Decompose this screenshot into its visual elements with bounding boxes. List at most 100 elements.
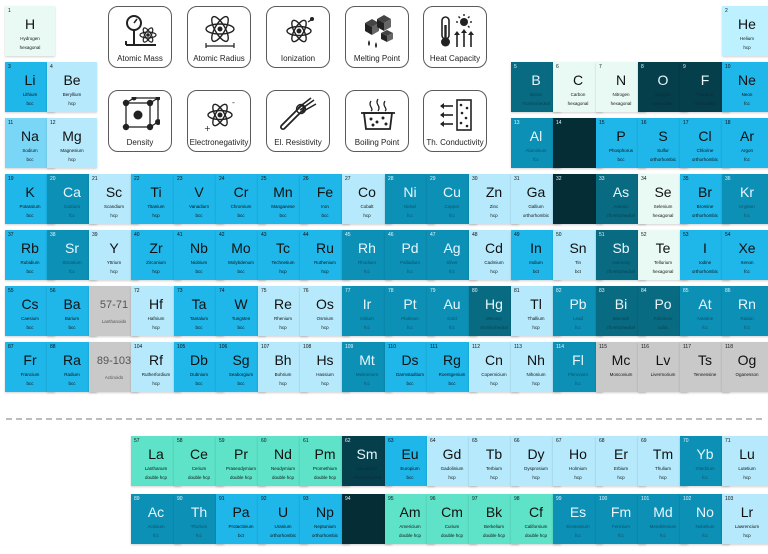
element-cell-cs[interactable]: 55 Cs Caesium bcc: [5, 286, 55, 336]
element-cell-nb[interactable]: 41 Nb Niobium bcc: [174, 230, 224, 280]
element-cell-y[interactable]: 39 Y Yttrium hcp: [89, 230, 139, 280]
element-cell-32[interactable]: 32: [553, 174, 603, 224]
element-cell-cu[interactable]: 29 Cu Copper fcc: [427, 174, 477, 224]
element-cell-nd[interactable]: 60 Nd Neodymium double hcp: [258, 436, 308, 486]
element-cell-in[interactable]: 49 In Indium bct: [511, 230, 561, 280]
element-cell-94[interactable]: 94: [342, 494, 392, 544]
element-cell-ho[interactable]: 67 Ho Holmium hcp: [553, 436, 603, 486]
element-cell-be[interactable]: 4 Be Beryllium hcp: [47, 62, 97, 112]
element-cell-sm[interactable]: 62 Sm Samarium rhombohedral: [342, 436, 392, 486]
element-cell-zn[interactable]: 30 Zn Zinc hcp: [469, 174, 519, 224]
element-cell-rn[interactable]: 86 Rn Radon fcc: [722, 286, 768, 336]
element-cell-fr[interactable]: 87 Fr Francium bcc: [5, 342, 55, 392]
element-cell-la[interactable]: 57 La Lanthanum double hcp: [131, 436, 181, 486]
property-button-melting-point[interactable]: Melting Point: [345, 6, 409, 68]
element-cell-po[interactable]: 84 Po Polonium cubic: [638, 286, 688, 336]
element-cell-ac[interactable]: 89 Ac Actinium fcc: [131, 494, 181, 544]
element-cell-ag[interactable]: 47 Ag Silver fcc: [427, 230, 477, 280]
element-cell-es[interactable]: 99 Es Einsteinium fcc: [553, 494, 603, 544]
element-cell-pr[interactable]: 59 Pr Praseodymium double hcp: [216, 436, 266, 486]
element-cell-sg[interactable]: 106 Sg Seaborgium bcc: [216, 342, 266, 392]
element-cell-ce[interactable]: 58 Ce Cerium double hcp: [174, 436, 224, 486]
element-cell-i[interactable]: 53 I Iodine orthorhombic: [680, 230, 730, 280]
property-button-heat-capacity[interactable]: Heat Capacity: [423, 6, 487, 68]
element-cell-hf[interactable]: 72 Hf Hafnium hcp: [131, 286, 181, 336]
element-cell-cr[interactable]: 24 Cr Chromium bcc: [216, 174, 266, 224]
element-cell-cm[interactable]: 96 Cm Curium double hcp: [427, 494, 477, 544]
element-cell-ga[interactable]: 31 Ga Gallium orthorhombic: [511, 174, 561, 224]
element-cell-th[interactable]: 90 Th Thorium fcc: [174, 494, 224, 544]
element-cell-zr[interactable]: 40 Zr Zirconium hcp: [131, 230, 181, 280]
property-button-atomic-mass[interactable]: Atomic Mass: [108, 6, 172, 68]
element-cell-c[interactable]: 6 C Carbon hexagonal: [553, 62, 603, 112]
element-cell-no[interactable]: 102 No Nobelium fcc: [680, 494, 730, 544]
element-cell-ta[interactable]: 73 Ta Tantalum bcc: [174, 286, 224, 336]
element-cell-at[interactable]: 85 At Astatine fcc: [680, 286, 730, 336]
element-cell-co[interactable]: 27 Co Cobalt hcp: [342, 174, 392, 224]
property-button-density[interactable]: Density: [108, 90, 172, 152]
element-cell-cf[interactable]: 98 Cf Californium double hcp: [511, 494, 561, 544]
element-cell-br[interactable]: 35 Br Bromine orthorhombic: [680, 174, 730, 224]
element-cell-lr[interactable]: 103 Lr Lawrencium hcp: [722, 494, 768, 544]
element-cell-nh[interactable]: 113 Nh Nihonium hcp: [511, 342, 561, 392]
element-cell-gd[interactable]: 64 Gd Gadolinium hcp: [427, 436, 477, 486]
element-cell-er[interactable]: 68 Er Erbium hcp: [596, 436, 646, 486]
element-cell-rb[interactable]: 37 Rb Rubidium bcc: [5, 230, 55, 280]
element-cell-tl[interactable]: 81 Tl Thallium hcp: [511, 286, 561, 336]
element-cell-am[interactable]: 95 Am Americium double hcp: [385, 494, 435, 544]
element-cell-lu[interactable]: 71 Lu Lutetium hcp: [722, 436, 768, 486]
element-cell-md[interactable]: 101 Md Mendelevium fcc: [638, 494, 688, 544]
element-cell-bi[interactable]: 83 Bi Bismuth rhombohedral: [596, 286, 646, 336]
element-cell-xe[interactable]: 54 Xe Xenon fcc: [722, 230, 768, 280]
element-cell-ti[interactable]: 22 Ti Titanium hcp: [131, 174, 181, 224]
element-cell-as[interactable]: 33 As Arsenic rhombohedral: [596, 174, 646, 224]
element-cell-u[interactable]: 92 U Uranium orthorhombic: [258, 494, 308, 544]
element-cell-lv[interactable]: 116 Lv Livermorium: [638, 342, 688, 392]
element-cell-mg[interactable]: 12 Mg Magnesium hcp: [47, 118, 97, 168]
element-cell-db[interactable]: 105 Db Dubnium bcc: [174, 342, 224, 392]
element-cell-kr[interactable]: 36 Kr Krypton fcc: [722, 174, 768, 224]
element-cell-h[interactable]: 1 H Hydrogen hexagonal: [5, 6, 55, 56]
element-cell-57-71[interactable]: 57-71 Lanthanoids: [89, 286, 139, 336]
element-cell-ir[interactable]: 77 Ir Iridium fcc: [342, 286, 392, 336]
element-cell-o[interactable]: 8 O Oxygen monoclinic: [638, 62, 688, 112]
element-cell-ra[interactable]: 88 Ra Radium bcc: [47, 342, 97, 392]
element-cell-89-103[interactable]: 89-103 Actinoids: [89, 342, 139, 392]
element-cell-mt[interactable]: 109 Mt Meitnerium fcc: [342, 342, 392, 392]
element-cell-rh[interactable]: 45 Rh Rhodium fcc: [342, 230, 392, 280]
element-cell-s[interactable]: 16 S Sulfur orthorhombic: [638, 118, 688, 168]
property-button-boiling-point[interactable]: Boiling Point: [345, 90, 409, 152]
element-cell-ds[interactable]: 110 Ds Darmstadtium bcc: [385, 342, 435, 392]
element-cell-bk[interactable]: 97 Bk Berkelium double hcp: [469, 494, 519, 544]
element-cell-ne[interactable]: 10 Ne Neon fcc: [722, 62, 768, 112]
element-cell-fl[interactable]: 114 Fl Flerovium fcc: [553, 342, 603, 392]
element-cell-te[interactable]: 52 Te Tellurium hexagonal: [638, 230, 688, 280]
element-cell-sb[interactable]: 51 Sb Antimony rhombohedral: [596, 230, 646, 280]
element-cell-sc[interactable]: 21 Sc Scandium hcp: [89, 174, 139, 224]
element-cell-li[interactable]: 3 Li Lithium bcc: [5, 62, 55, 112]
element-cell-fm[interactable]: 100 Fm Fermium fcc: [596, 494, 646, 544]
element-cell-sr[interactable]: 38 Sr Strontium fcc: [47, 230, 97, 280]
element-cell-ar[interactable]: 18 Ar Argon fcc: [722, 118, 768, 168]
element-cell-ca[interactable]: 20 Ca Calcium fcc: [47, 174, 97, 224]
element-cell-tm[interactable]: 69 Tm Thulium hcp: [638, 436, 688, 486]
element-cell-b[interactable]: 5 B Boron rhombohedral: [511, 62, 561, 112]
element-cell-p[interactable]: 15 P Phosphorus bcc: [596, 118, 646, 168]
element-cell-v[interactable]: 23 V Vanadium bcc: [174, 174, 224, 224]
element-cell-tc[interactable]: 43 Tc Technetium hcp: [258, 230, 308, 280]
element-cell-hs[interactable]: 108 Hs Hassium hcp: [300, 342, 350, 392]
element-cell-fe[interactable]: 26 Fe Iron bcc: [300, 174, 350, 224]
element-cell-ru[interactable]: 44 Ru Ruthenium hcp: [300, 230, 350, 280]
element-cell-pa[interactable]: 91 Pa Protactinium bct: [216, 494, 266, 544]
element-cell-rf[interactable]: 104 Rf Rutherfordium hcp: [131, 342, 181, 392]
element-cell-14[interactable]: 14: [553, 118, 603, 168]
element-cell-f[interactable]: 9 F Fluorine monoclinic: [680, 62, 730, 112]
element-cell-he[interactable]: 2 He Helium hcp: [722, 6, 768, 56]
element-cell-cn[interactable]: 112 Cn Copernicium hcp: [469, 342, 519, 392]
element-cell-w[interactable]: 74 W Tungsten bcc: [216, 286, 266, 336]
element-cell-n[interactable]: 7 N Nitrogen hexagonal: [596, 62, 646, 112]
element-cell-re[interactable]: 75 Re Rhenium hcp: [258, 286, 308, 336]
element-cell-hg[interactable]: 80 Hg Mercury rhombohedral: [469, 286, 519, 336]
element-cell-rg[interactable]: 111 Rg Roentgenium bcc: [427, 342, 477, 392]
property-button-ionization[interactable]: Ionization: [266, 6, 330, 68]
